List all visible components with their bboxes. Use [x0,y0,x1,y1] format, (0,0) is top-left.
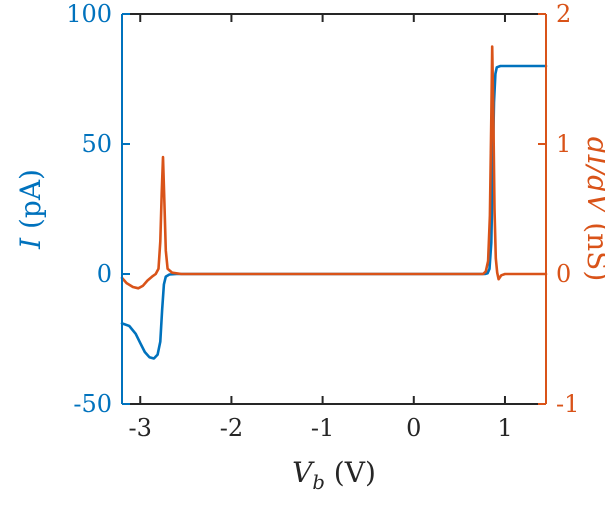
left-y-axis-label: I (pA) [14,169,47,250]
left-y-tick-label: 100 [66,0,112,28]
series-current [120,64,548,360]
left-y-tick-label: 50 [81,130,112,158]
left-axis-ticks: -50 0 50 100 [66,0,130,418]
x-tick-label: 1 [497,414,512,442]
x-axis-label: Vb (V) [292,456,376,494]
right-axis-ticks: -1 0 1 2 [538,0,579,418]
x-tick-label: 0 [406,414,421,442]
left-y-tick-label: -50 [73,390,112,418]
x-tick-label: -2 [220,414,243,442]
right-y-tick-label: 1 [556,130,571,158]
right-y-tick-label: 2 [556,0,571,28]
x-axis-ticks: -3 -2 -1 0 1 [129,14,513,442]
series-conductance [120,45,548,290]
right-y-axis-label: dI/dV (nS) [581,137,605,282]
right-y-tick-label: 0 [556,260,571,288]
left-y-tick-label: 0 [97,260,112,288]
x-tick-label: -1 [311,414,334,442]
x-tick-label: -3 [129,414,152,442]
right-y-tick-label: -1 [556,390,579,418]
axes-box [121,13,547,405]
